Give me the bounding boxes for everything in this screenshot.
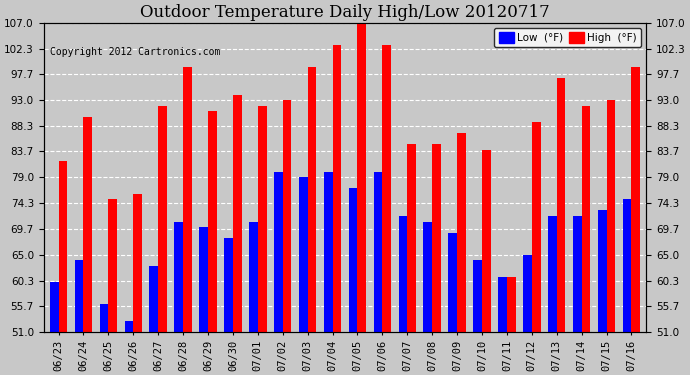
Bar <box>133 194 142 375</box>
Bar <box>150 266 158 375</box>
Bar <box>482 150 491 375</box>
Bar <box>399 216 407 375</box>
Bar <box>457 133 466 375</box>
Bar <box>208 111 217 375</box>
Bar <box>523 255 532 375</box>
Text: Copyright 2012 Cartronics.com: Copyright 2012 Cartronics.com <box>50 48 220 57</box>
Bar <box>548 216 557 375</box>
Bar <box>50 282 59 375</box>
Bar <box>258 105 266 375</box>
Bar <box>607 100 615 375</box>
Bar <box>333 45 342 375</box>
Bar <box>59 161 68 375</box>
Bar <box>382 45 391 375</box>
Bar <box>374 172 382 375</box>
Bar <box>357 23 366 375</box>
Bar <box>299 177 308 375</box>
Bar <box>557 78 565 375</box>
Bar <box>348 188 357 375</box>
Bar <box>598 210 607 375</box>
Title: Outdoor Temperature Daily High/Low 20120717: Outdoor Temperature Daily High/Low 20120… <box>140 4 550 21</box>
Bar <box>432 144 441 375</box>
Bar <box>631 67 640 375</box>
Bar <box>283 100 291 375</box>
Bar <box>407 144 416 375</box>
Bar <box>622 200 631 375</box>
Bar <box>158 105 167 375</box>
Bar <box>308 67 316 375</box>
Legend: Low  (°F), High  (°F): Low (°F), High (°F) <box>494 28 641 47</box>
Bar <box>233 94 242 375</box>
Bar <box>249 222 258 375</box>
Bar <box>473 260 482 375</box>
Bar <box>75 260 83 375</box>
Bar <box>507 277 515 375</box>
Bar <box>183 67 192 375</box>
Bar <box>573 216 582 375</box>
Bar <box>224 238 233 375</box>
Bar <box>175 222 183 375</box>
Bar <box>108 200 117 375</box>
Bar <box>532 122 540 375</box>
Bar <box>498 277 507 375</box>
Bar <box>324 172 333 375</box>
Bar <box>99 304 108 375</box>
Bar <box>199 227 208 375</box>
Bar <box>125 321 133 375</box>
Bar <box>274 172 283 375</box>
Bar <box>582 105 591 375</box>
Bar <box>424 222 432 375</box>
Bar <box>83 117 92 375</box>
Bar <box>448 232 457 375</box>
